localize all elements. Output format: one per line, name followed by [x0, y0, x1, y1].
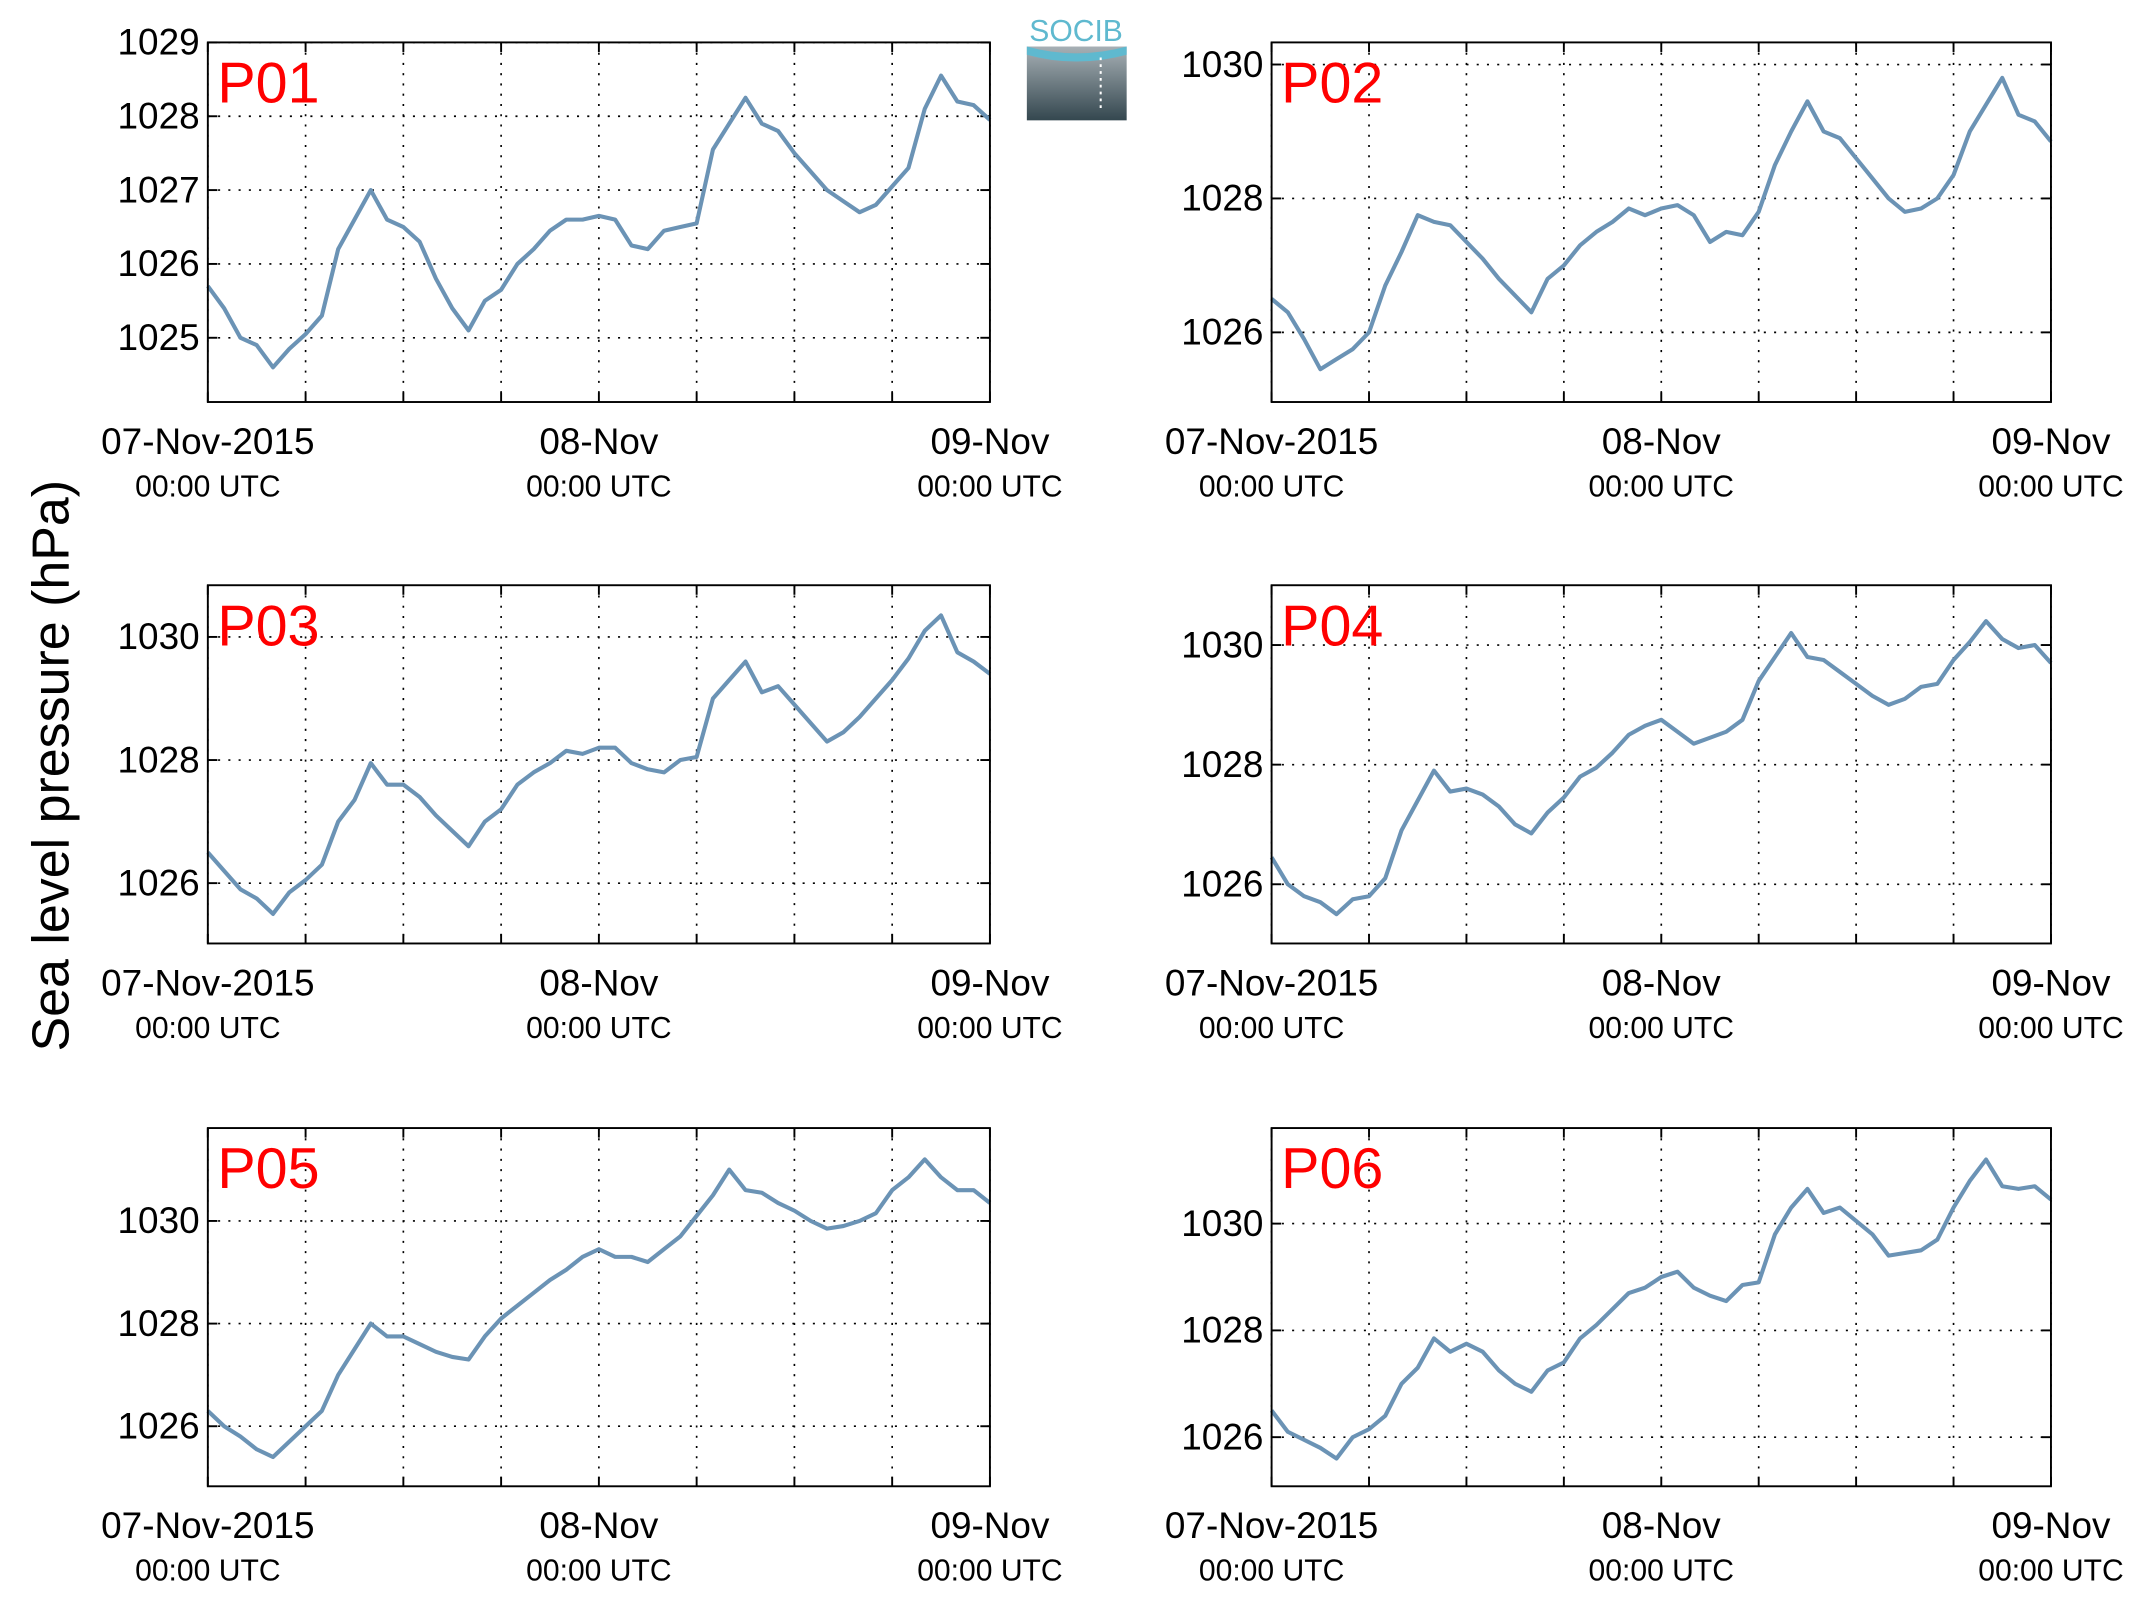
y-tick-label: 1026: [118, 862, 200, 903]
x-tick-label: 07-Nov-2015: [1165, 421, 1378, 462]
y-axis-label: Sea level pressure (hPa): [22, 480, 80, 1052]
x-tick-label: 09-Nov: [1991, 1505, 2111, 1546]
y-tick-label: 1027: [118, 169, 200, 210]
x-tick-label: 07-Nov-2015: [1165, 1505, 1378, 1546]
panel-title: P06: [1281, 1137, 1383, 1201]
x-tick-sublabel: 00:00 UTC: [135, 1012, 280, 1045]
x-tick-label: 08-Nov: [1602, 421, 1722, 462]
x-tick-label: 09-Nov: [930, 1505, 1050, 1546]
data-line: [206, 613, 992, 916]
y-tick-label: 1026: [1181, 1416, 1263, 1457]
y-tick-label: 1026: [118, 243, 200, 284]
y-tick-label: 1030: [118, 616, 200, 657]
x-tick-label: 07-Nov-2015: [101, 1505, 314, 1546]
panel: 1026 1028 1030 07-Nov-2015 00:00 UTC 08-Nov 00…: [101, 1127, 1063, 1588]
data-line: [206, 73, 992, 370]
x-tick-sublabel: 00:00 UTC: [917, 1555, 1062, 1588]
x-tick-sublabel: 00:00 UTC: [1978, 1555, 2123, 1588]
x-tick-label: 09-Nov: [930, 962, 1050, 1003]
panel-title: P05: [217, 1137, 319, 1201]
x-tick-label: 09-Nov: [1991, 962, 2111, 1003]
x-tick-sublabel: 00:00 UTC: [1589, 470, 1734, 503]
x-tick-label: 08-Nov: [1602, 1505, 1722, 1546]
y-tick-label: 1028: [1181, 1310, 1263, 1351]
y-tick-label: 1028: [1181, 178, 1263, 219]
plot-frame: [1270, 1127, 2052, 1488]
y-tick-label: 1026: [118, 1406, 200, 1447]
plot-area: [207, 42, 990, 403]
data-line: [1270, 75, 2053, 372]
y-tick-label: 1030: [1181, 624, 1263, 665]
x-tick-sublabel: 00:00 UTC: [1978, 1012, 2123, 1045]
plot-area: [1271, 42, 2051, 403]
y-tick-label: 1026: [1181, 864, 1263, 905]
plot-frame: [206, 41, 991, 403]
plot-area: [207, 585, 990, 944]
y-tick-label: 1030: [118, 1200, 200, 1241]
x-tick-label: 07-Nov-2015: [101, 962, 314, 1003]
x-tick-sublabel: 00:00 UTC: [135, 1555, 280, 1588]
plot-area: [1271, 1128, 2051, 1487]
x-tick-label: 07-Nov-2015: [1165, 962, 1378, 1003]
y-tick-label: 1028: [118, 739, 200, 780]
data-line: [1269, 1157, 2053, 1461]
x-tick-sublabel: 00:00 UTC: [526, 470, 671, 503]
panel: 1026 1028 1030 07-Nov-2015 00:00 UTC 08-Nov 00…: [1165, 41, 2124, 503]
panel: 1026 1028 1030 07-Nov-2015 00:00 UTC 08-Nov 00…: [1165, 584, 2124, 1045]
plot-area: [207, 1128, 990, 1487]
x-tick-label: 07-Nov-2015: [101, 421, 314, 462]
x-tick-sublabel: 00:00 UTC: [1199, 1555, 1344, 1588]
panel-title: P04: [1281, 594, 1383, 658]
x-tick-sublabel: 00:00 UTC: [1589, 1012, 1734, 1045]
plot-frame: [206, 584, 991, 945]
x-tick-sublabel: 00:00 UTC: [135, 470, 280, 503]
plot-frame: [1270, 41, 2052, 403]
x-tick-label: 09-Nov: [1991, 421, 2111, 462]
x-tick-label: 08-Nov: [1602, 962, 1722, 1003]
y-tick-label: 1028: [118, 1303, 200, 1344]
x-tick-sublabel: 00:00 UTC: [526, 1555, 671, 1588]
x-tick-label: 08-Nov: [539, 421, 659, 462]
panel: 1026 1028 1030 07-Nov-2015 00:00 UTC 08-Nov 00…: [101, 584, 1063, 1045]
x-tick-sublabel: 00:00 UTC: [1978, 470, 2123, 503]
panel-title: P03: [217, 594, 319, 658]
panel-title: P02: [1281, 52, 1383, 116]
x-tick-sublabel: 00:00 UTC: [917, 1012, 1062, 1045]
panel: 1025 1026 1027 1028 1029 07-Nov-2015 00:00 UTC…: [101, 22, 1063, 504]
y-tick-label: 1030: [1181, 44, 1263, 85]
logo-text: SOCIB: [1029, 15, 1123, 48]
plot-frame: [206, 1127, 991, 1488]
y-tick-label: 1030: [1181, 1203, 1263, 1244]
x-tick-sublabel: 00:00 UTC: [1589, 1555, 1734, 1588]
y-tick-label: 1028: [118, 96, 200, 137]
y-tick-label: 1029: [118, 22, 200, 63]
logo: SOCIB: [1026, 15, 1127, 121]
data-line: [1269, 619, 2053, 917]
panel-title: P01: [217, 52, 319, 116]
x-tick-label: 09-Nov: [930, 421, 1050, 462]
x-tick-sublabel: 00:00 UTC: [917, 470, 1062, 503]
x-tick-label: 08-Nov: [539, 1505, 659, 1546]
data-line: [206, 1157, 992, 1460]
plot-frame: [1270, 584, 2052, 945]
x-tick-label: 08-Nov: [539, 962, 659, 1003]
y-tick-label: 1026: [1181, 312, 1263, 353]
x-tick-sublabel: 00:00 UTC: [1199, 470, 1344, 503]
y-tick-label: 1025: [118, 317, 200, 358]
y-tick-label: 1028: [1181, 744, 1263, 785]
panel: 1026 1028 1030 07-Nov-2015 00:00 UTC 08-Nov 00…: [1165, 1127, 2124, 1588]
x-tick-sublabel: 00:00 UTC: [1199, 1012, 1344, 1045]
x-tick-sublabel: 00:00 UTC: [526, 1012, 671, 1045]
